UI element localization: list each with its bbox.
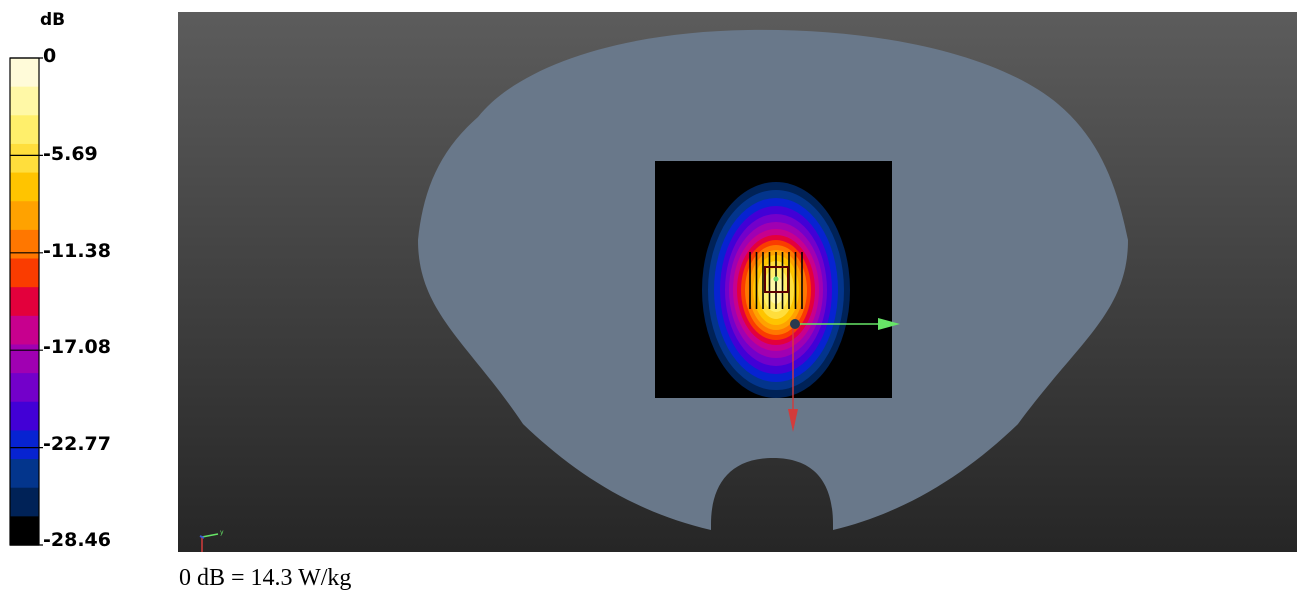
legend-color-segment <box>10 143 39 174</box>
legend-color-segment <box>10 459 39 489</box>
color-scale-bar <box>9 57 43 546</box>
legend-tick-label: 0 <box>43 45 57 67</box>
legend-color-segment <box>10 172 39 202</box>
probe-origin <box>790 319 800 329</box>
legend-color-segment <box>10 86 39 116</box>
legend-color-segment <box>10 401 39 432</box>
legend-tick-label: -22.77 <box>43 433 111 455</box>
zoom-scan-grid <box>749 252 803 309</box>
legend-tick-label: -11.38 <box>43 240 111 262</box>
legend-color-segment <box>10 201 39 231</box>
legend-color-segment <box>10 430 39 460</box>
legend-color-segment <box>10 287 39 317</box>
peak-marker <box>773 276 779 282</box>
scene-canvas: y <box>199 29 1128 552</box>
legend-color-segment <box>10 58 39 88</box>
color-scale-legend: dB 0 -5.69 -11.38 -17.08 -22.77 -28.46 <box>0 0 172 560</box>
3d-viewport[interactable]: y <box>178 12 1297 552</box>
legend-tick-label: -17.08 <box>43 336 111 358</box>
legend-color-segment <box>10 487 39 517</box>
y-axis-arrowhead <box>878 318 900 330</box>
legend-tick-label: -28.46 <box>43 529 111 551</box>
zoom-scan-box <box>764 266 789 293</box>
legend-color-segment <box>10 115 39 145</box>
legend-color-segment <box>10 373 39 403</box>
legend-color-segment <box>10 315 39 346</box>
legend-unit-label: dB <box>40 10 66 30</box>
triad-y-axis <box>201 533 219 538</box>
triad-label: y <box>220 529 224 536</box>
x-axis-arrowhead <box>788 409 798 432</box>
legend-tick-label: -5.69 <box>43 143 98 165</box>
legend-color-segment <box>10 516 39 546</box>
legend-color-segment <box>10 258 39 288</box>
reference-footnote: 0 dB = 14.3 W/kg <box>179 565 352 591</box>
legend-color-segment <box>10 344 39 374</box>
triad-z-axis <box>199 535 205 539</box>
legend-color-segment <box>10 229 39 260</box>
